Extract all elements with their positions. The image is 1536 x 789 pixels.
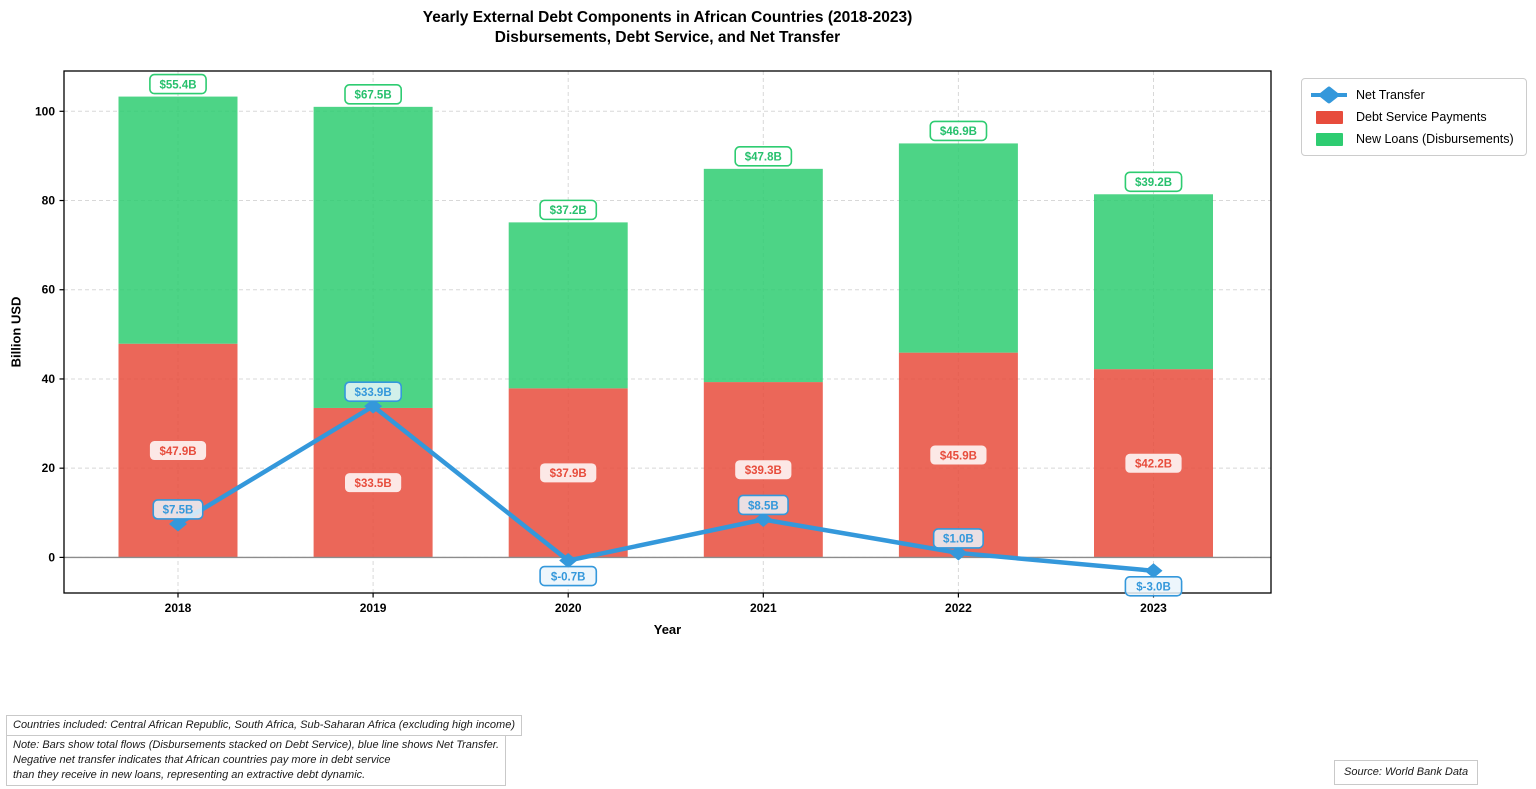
- disbursements-label-2021-box: [734, 146, 793, 167]
- debt-service-label-2019-box: [345, 473, 402, 493]
- chart-subtitle: Disbursements, Debt Service, and Net Tra…: [494, 29, 841, 46]
- debt-service-label-2021-box: [735, 460, 792, 480]
- bar-disbursements-2018: [118, 96, 238, 344]
- legend: Net Transfer Debt Service Payments New L…: [1301, 78, 1527, 156]
- net-transfer-point-2020: [559, 553, 578, 569]
- debt-service-label-2020-box: [540, 463, 597, 483]
- net-transfer-point-2018: [169, 516, 187, 532]
- disbursements-label-2023: $39.2B: [1135, 177, 1172, 189]
- net-transfer-label-2022: $1.0B: [943, 534, 974, 546]
- bar-disbursements-2019: [313, 106, 433, 408]
- disbursements-label-2018-box: [149, 73, 207, 95]
- legend-item-net-transfer: Net Transfer: [1311, 84, 1517, 106]
- debt-service-label-2020: $37.9B: [550, 468, 587, 480]
- y-tick-label-80: 80: [42, 194, 56, 208]
- net-transfer-label-2023: $-3.0B: [1136, 582, 1171, 594]
- debt-service-label-2022-box: [930, 445, 987, 465]
- disbursements-label-2019-box: [344, 84, 403, 105]
- debt-service-label-2022: $45.9B: [940, 450, 977, 462]
- disbursements-label-2018: $55.4B: [159, 79, 196, 91]
- disbursements-label-2019: $67.5B: [355, 90, 392, 102]
- legend-item-debt-service: Debt Service Payments: [1311, 106, 1517, 128]
- debt-service-swatch-icon: [1316, 110, 1343, 124]
- source-note: Source: World Bank Data: [1334, 760, 1479, 785]
- x-tick-label-2023: 2023: [1140, 601, 1167, 615]
- net-transfer-label-2023-box: [1124, 575, 1183, 597]
- disbursements-label-2022: $46.9B: [940, 126, 977, 138]
- x-tick-label-2020: 2020: [555, 601, 582, 615]
- net-transfer-label-2021: $8.5B: [748, 500, 779, 512]
- net-transfer-label-2021-box: [737, 494, 789, 516]
- net-transfer-label-2020-box: [539, 565, 598, 587]
- chart-title-block: Yearly External Debt Components in Afric…: [0, 8, 1335, 48]
- methodology-note: Note: Bars show total flows (Disbursemen…: [6, 735, 507, 786]
- bar-disbursements-2020: [508, 222, 628, 389]
- disbursements-label-2023-box: [1124, 171, 1183, 193]
- net-transfer-label-2019: $33.9B: [355, 387, 392, 399]
- disbursements-label-2021: $47.8B: [745, 152, 782, 164]
- net-transfer-point-2019: [364, 398, 383, 414]
- net-transfer-label-2018: $7.5B: [163, 505, 194, 517]
- x-axis-label: Year: [653, 622, 682, 637]
- y-tick-label-60: 60: [42, 283, 56, 297]
- x-tick-label-2018: 2018: [165, 601, 192, 615]
- debt-service-label-2018-box: [149, 441, 207, 461]
- disbursements-label-2022-box: [929, 120, 988, 142]
- chart-title: Yearly External Debt Components in Afric…: [422, 9, 913, 26]
- new-loans-swatch-icon: [1316, 132, 1343, 146]
- debt-service-label-2019: $33.5B: [355, 478, 392, 490]
- net-transfer-point-2021: [754, 511, 773, 527]
- net-transfer-point-2023: [1144, 563, 1163, 579]
- disbursements-label-2020: $37.2B: [550, 205, 587, 217]
- legend-label: New Loans (Disbursements): [1356, 132, 1514, 146]
- legend-item-new-loans: New Loans (Disbursements): [1311, 128, 1517, 150]
- net-transfer-label-2020: $-0.7B: [551, 571, 586, 583]
- x-tick-label-2022: 2022: [945, 601, 972, 615]
- bar-disbursements-2021: [703, 168, 823, 383]
- net-transfer-label-2019-box: [344, 381, 403, 402]
- x-tick-label-2019: 2019: [360, 601, 387, 615]
- net-transfer-line: [175, 403, 1156, 574]
- y-tick-label-40: 40: [42, 372, 56, 386]
- net-transfer-label-2018-box: [152, 499, 204, 520]
- debt-service-label-2023: $42.2B: [1135, 459, 1172, 471]
- bar-disbursements-2022: [898, 143, 1018, 353]
- disbursements-label-2020-box: [539, 199, 598, 221]
- y-tick-label-0: 0: [48, 550, 55, 564]
- legend-label: Debt Service Payments: [1356, 110, 1487, 124]
- net-transfer-point-2022: [949, 545, 968, 561]
- net-transfer-line-icon: [1311, 85, 1347, 105]
- plot-frame: [63, 70, 1272, 594]
- legend-label: Net Transfer: [1356, 88, 1425, 102]
- net-transfer-label-2022-box: [932, 528, 984, 549]
- bar-disbursements-2023: [1094, 194, 1213, 370]
- debt-service-label-2021: $39.3B: [745, 465, 782, 477]
- y-tick-label-100: 100: [35, 104, 55, 118]
- debt-service-label-2018: $47.9B: [159, 446, 196, 458]
- countries-footnote: Countries included: Central African Repu…: [6, 715, 522, 736]
- y-axis-label: Billion USD: [8, 296, 24, 368]
- y-tick-label-20: 20: [42, 461, 56, 475]
- debt-service-label-2023-box: [1125, 453, 1182, 473]
- x-tick-label-2021: 2021: [750, 601, 777, 615]
